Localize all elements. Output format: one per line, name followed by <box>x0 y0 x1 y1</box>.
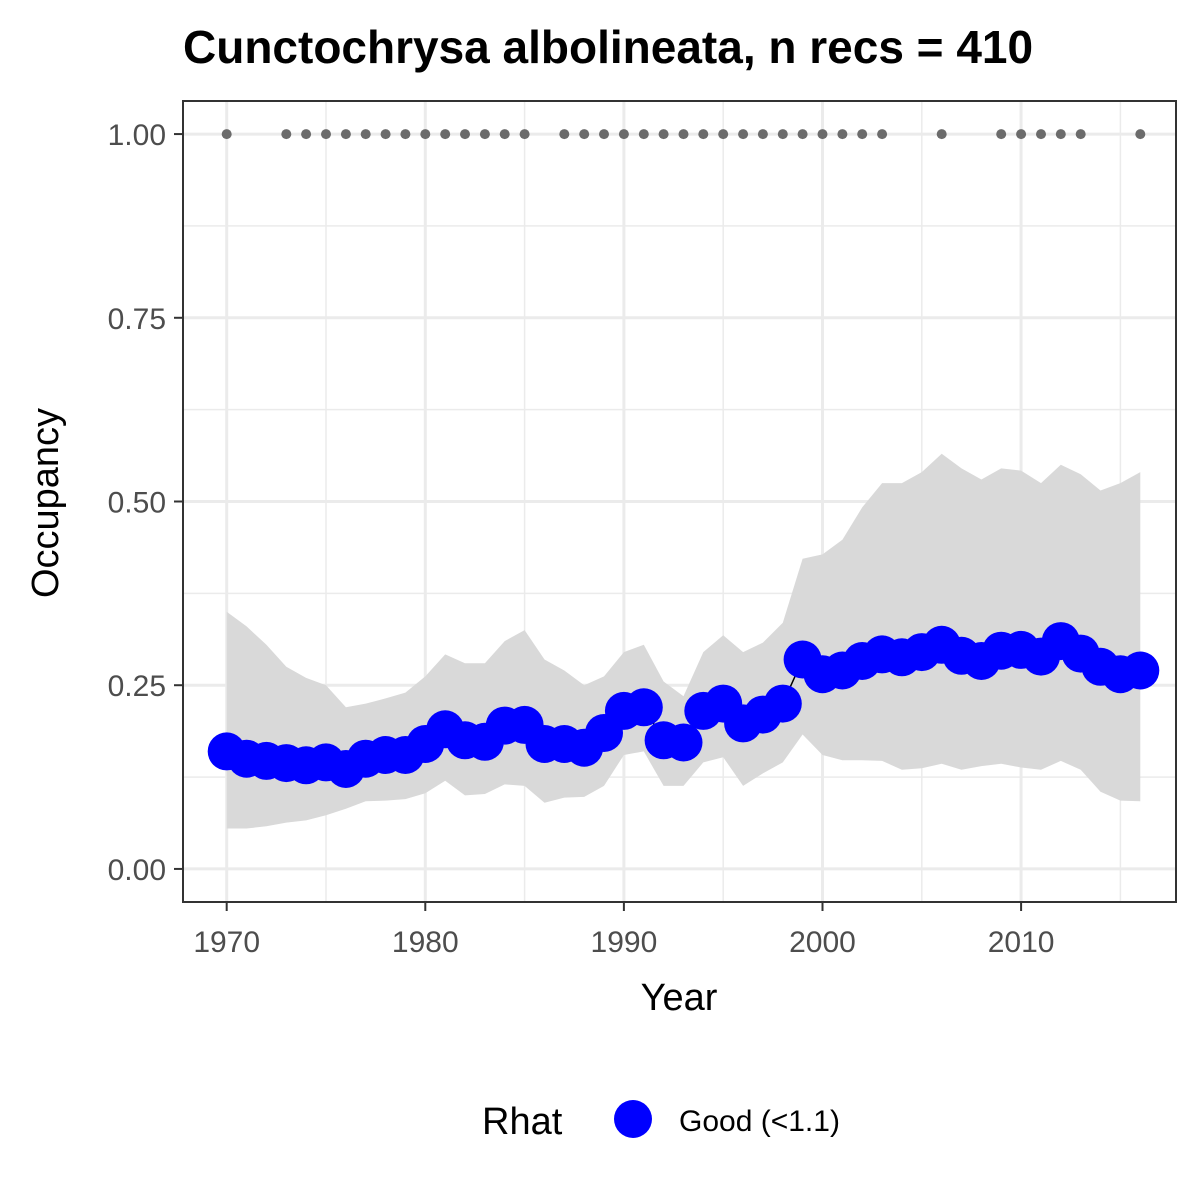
record-point <box>797 129 808 140</box>
record-point <box>618 129 629 140</box>
record-point <box>281 129 292 140</box>
record-point <box>559 129 570 140</box>
record-point <box>400 129 411 140</box>
chart-title: Cunctochrysa albolineata, n recs = 410 <box>183 21 1033 73</box>
record-point <box>638 129 649 140</box>
y-tick-label: 0.00 <box>108 854 166 887</box>
record-point <box>698 129 709 140</box>
x-tick-label: 1970 <box>193 926 260 959</box>
record-point <box>321 129 331 140</box>
record-point <box>936 129 947 140</box>
legend: Rhat Good (<1.1) <box>482 1100 840 1143</box>
x-axis-title: Year <box>641 977 718 1019</box>
y-tick-label: 0.75 <box>108 303 166 336</box>
occupancy-point <box>624 688 663 727</box>
y-tick-label: 1.00 <box>108 119 166 152</box>
record-point <box>1135 129 1146 140</box>
record-point <box>360 129 371 140</box>
x-tick-label: 2000 <box>789 926 856 959</box>
record-point <box>1075 129 1086 140</box>
occupancy-point <box>763 684 802 723</box>
record-point <box>420 129 431 140</box>
record-point <box>340 129 351 140</box>
records-layer <box>221 129 1146 140</box>
record-point <box>738 129 749 140</box>
record-point <box>380 129 391 140</box>
record-point <box>1016 129 1027 140</box>
x-tick-label: 2010 <box>988 926 1055 959</box>
record-point <box>221 129 232 140</box>
record-point <box>1036 129 1046 140</box>
legend-title: Rhat <box>482 1101 563 1143</box>
record-point <box>718 129 729 140</box>
occupancy-series-layer <box>207 622 1160 788</box>
y-tick-label: 0.50 <box>108 487 166 520</box>
record-point <box>599 129 609 140</box>
record-point <box>777 129 788 140</box>
axes: 0.00 0.25 0.50 0.75 1.00 1970 1980 1990 2000 2010 <box>108 119 1055 959</box>
record-point <box>440 129 451 140</box>
record-point <box>460 129 470 140</box>
record-point <box>857 129 868 140</box>
occupancy-point <box>664 723 703 762</box>
record-point <box>1055 129 1066 140</box>
record-point <box>837 129 848 140</box>
record-point <box>996 129 1007 140</box>
x-tick-label: 1990 <box>591 926 658 959</box>
record-point <box>499 129 510 140</box>
record-point <box>579 129 590 140</box>
y-axis-title: Occupancy <box>25 408 67 598</box>
record-point <box>817 129 828 140</box>
legend-label-good: Good (<1.1) <box>679 1105 840 1138</box>
y-tick-label: 0.25 <box>108 670 166 703</box>
record-point <box>678 129 689 140</box>
x-tick-label: 1980 <box>392 926 459 959</box>
record-point <box>301 129 312 140</box>
legend-key-good <box>614 1100 652 1138</box>
record-point <box>658 129 669 140</box>
record-point <box>479 129 490 140</box>
record-point <box>877 129 888 140</box>
record-point <box>519 129 530 140</box>
occupancy-point <box>1121 651 1160 690</box>
record-point <box>757 129 768 140</box>
